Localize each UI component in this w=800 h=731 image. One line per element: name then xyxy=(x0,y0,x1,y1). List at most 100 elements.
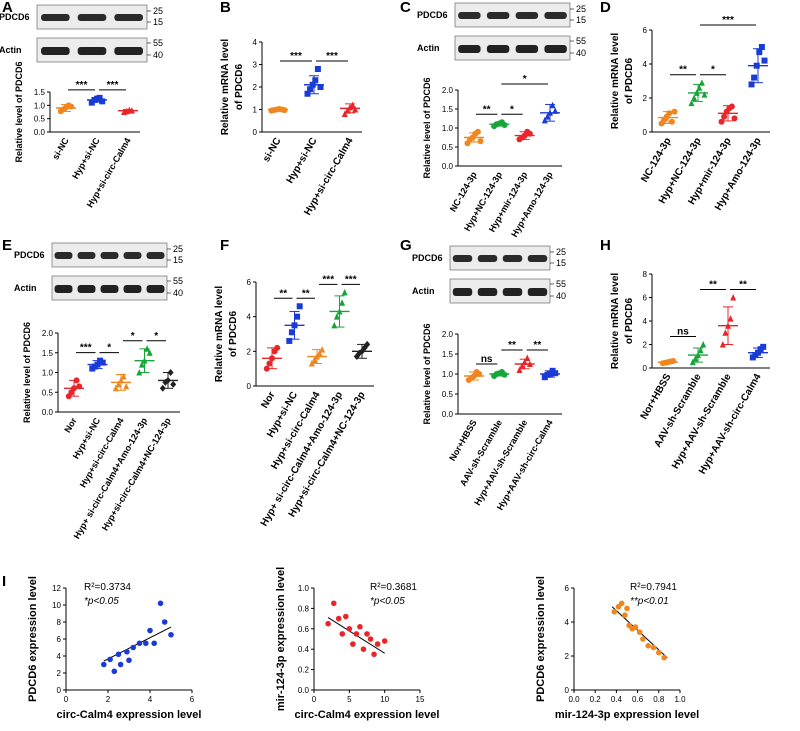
significance-label: * xyxy=(107,343,111,354)
data-point xyxy=(698,79,705,86)
y-tick-label: 1.0 xyxy=(42,369,54,378)
y-axis-label: Relative mRNA level xyxy=(610,273,621,370)
x-tick-label: 0.6 xyxy=(632,695,644,704)
y-tick-label: 0.8 xyxy=(298,604,310,613)
r-squared-label: R²=0.3734 xyxy=(84,582,131,593)
data-point xyxy=(692,355,699,362)
x-tick-label: Hyp+AAV-sh-Scramble xyxy=(670,372,734,471)
panel-d: D 0 2 4 6 Relative mRNA level of PDCD6 NC-124-3… xyxy=(600,0,770,212)
data-point xyxy=(296,303,303,310)
data-point xyxy=(168,631,174,638)
data-point xyxy=(263,365,270,372)
data-point xyxy=(344,107,351,114)
data-point xyxy=(719,341,726,348)
data-point xyxy=(547,109,553,116)
data-point xyxy=(286,337,293,344)
data-point xyxy=(748,81,755,88)
blot-band xyxy=(527,288,548,296)
y-tick-label: 0 xyxy=(253,128,258,137)
x-tick-label: 5 xyxy=(347,695,352,704)
data-point xyxy=(666,110,673,117)
data-point xyxy=(753,62,760,69)
significance-label: ** xyxy=(483,104,491,115)
y-tick-label: 2 xyxy=(643,94,648,103)
mw-label: 40 xyxy=(556,291,566,301)
blot-band xyxy=(515,45,539,53)
y-axis-label: PDCD6 expression level xyxy=(535,576,547,702)
data-point xyxy=(618,600,625,607)
blot-band xyxy=(544,45,567,53)
data-point xyxy=(367,636,374,642)
data-point xyxy=(758,44,765,50)
significance-label: ** xyxy=(279,288,287,299)
y-axis-label: of PDCD6 xyxy=(228,311,239,358)
data-point xyxy=(352,106,359,113)
data-point xyxy=(650,644,657,651)
x-tick-label: Hyp+si-NC xyxy=(70,136,102,181)
x-tick-label: 0.4 xyxy=(611,695,623,704)
blot-band xyxy=(77,252,96,259)
data-point xyxy=(94,361,101,368)
significance-label: * xyxy=(711,65,715,76)
data-point xyxy=(120,372,127,380)
data-point xyxy=(756,49,763,56)
y-tick-label: 0.5 xyxy=(34,115,46,124)
panel-label: H xyxy=(600,237,611,254)
y-tick-label: 0.0 xyxy=(442,410,454,419)
significance-label: *** xyxy=(80,343,92,354)
blot-band xyxy=(114,14,143,21)
y-tick-label: 0 xyxy=(247,382,252,391)
data-point xyxy=(501,121,508,128)
y-tick-label: 2 xyxy=(565,652,570,661)
panel-label: F xyxy=(220,237,229,254)
data-point xyxy=(640,636,646,642)
panel-label: G xyxy=(400,237,412,254)
correlation-plot-1: 0 2 4 6 0 2 4 6 8 10 12 circ-Calm4 expression level… xyxy=(27,576,201,721)
data-point xyxy=(311,356,318,363)
data-point xyxy=(96,94,103,101)
data-point xyxy=(350,641,356,647)
mw-label: 40 xyxy=(576,48,586,58)
data-point xyxy=(325,620,331,627)
y-tick-label: 1 xyxy=(253,106,258,115)
data-point xyxy=(151,640,157,647)
significance-label: *** xyxy=(76,80,88,91)
data-point xyxy=(319,346,326,353)
data-point xyxy=(101,661,107,668)
mw-label: 15 xyxy=(556,258,566,268)
y-tick-label: 0.4 xyxy=(298,645,310,654)
mw-label: 25 xyxy=(173,244,183,254)
blot-band xyxy=(123,285,142,293)
blot-band xyxy=(527,255,548,262)
significance-label: ** xyxy=(302,288,310,299)
y-tick-label: 10 xyxy=(52,601,61,610)
y-tick-label: 3 xyxy=(253,61,258,70)
blot-band xyxy=(77,47,107,55)
data-point xyxy=(136,369,143,376)
mw-label: 15 xyxy=(173,255,183,265)
blot-band xyxy=(477,288,498,296)
data-point xyxy=(549,101,556,109)
y-tick-label: 4 xyxy=(247,313,252,322)
data-point xyxy=(144,345,151,352)
data-point xyxy=(516,366,523,373)
p-value-label: *p<0.05 xyxy=(84,596,119,607)
x-axis-label: circ-Calm4 expression level xyxy=(57,709,202,721)
y-tick-label: 6 xyxy=(565,584,570,593)
y-axis-label: mir-124-3p expression level xyxy=(275,567,287,711)
data-point xyxy=(691,94,698,101)
data-point xyxy=(157,600,164,607)
data-point xyxy=(266,360,273,367)
significance-label: * xyxy=(131,331,135,342)
data-point xyxy=(541,116,548,124)
significance-label: *** xyxy=(326,51,338,62)
panel-label: A xyxy=(2,0,13,16)
y-tick-label: 2 xyxy=(247,347,252,356)
data-point xyxy=(622,612,628,618)
blot-band xyxy=(41,14,70,21)
data-point xyxy=(118,376,124,384)
mw-label: 15 xyxy=(576,15,586,25)
y-tick-label: 2.0 xyxy=(442,330,454,339)
data-point xyxy=(700,341,707,348)
